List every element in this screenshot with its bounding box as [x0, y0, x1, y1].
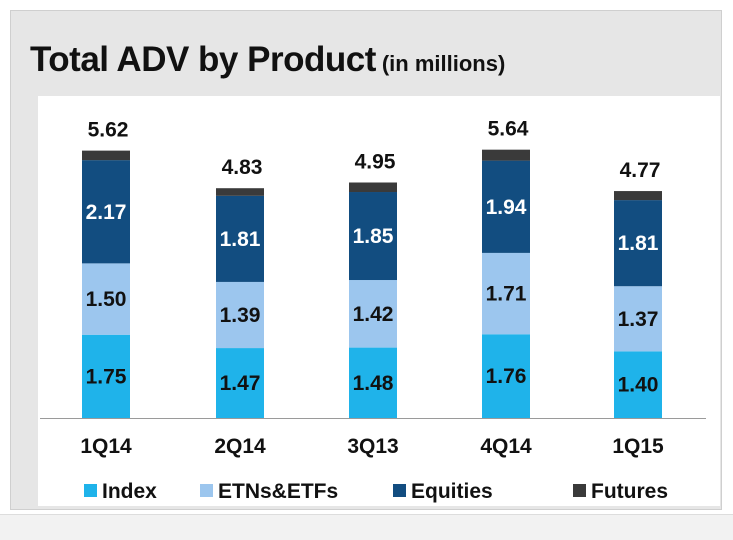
bar-2q14-etns-etfs — [216, 281, 264, 349]
bar-4q14-etns-etfs — [482, 252, 530, 335]
bar-1q14-futures — [82, 150, 130, 161]
legend-label-futures: Futures — [591, 480, 668, 503]
data-label-2q14-etns-etfs: 1.39 — [220, 304, 261, 327]
total-label-1q15: 4.77 — [620, 159, 661, 182]
data-label-1q14-index: 1.75 — [86, 365, 127, 388]
bar-2q14-futures — [216, 188, 264, 196]
data-label-1q15-etns-etfs: 1.37 — [618, 308, 659, 331]
data-label-1q14-equities: 2.17 — [86, 201, 127, 224]
category-label-1q15: 1Q15 — [612, 435, 664, 458]
bar-4q14-index — [482, 334, 530, 418]
chart-title: Total ADV by Product — [30, 40, 376, 79]
bar-1q15-etns-etfs — [614, 286, 662, 352]
data-label-1q14-etns-etfs: 1.50 — [86, 288, 127, 311]
chart-title-row: Total ADV by Product (in millions) — [30, 40, 505, 80]
total-label-4q14: 5.64 — [488, 118, 529, 141]
category-label-2q14: 2Q14 — [214, 435, 266, 458]
legend-swatch-futures — [573, 484, 586, 497]
data-label-3q13-etns-etfs: 1.42 — [353, 303, 394, 326]
bar-3q13-index — [349, 347, 397, 418]
data-label-3q13-index: 1.48 — [353, 372, 394, 395]
bar-4q14-futures — [482, 149, 530, 161]
data-label-1q15-index: 1.40 — [618, 374, 659, 397]
legend-swatch-equities — [393, 484, 406, 497]
data-label-4q14-etns-etfs: 1.71 — [486, 283, 527, 306]
legend-label-equities: Equities — [411, 480, 493, 503]
data-label-2q14-equities: 1.81 — [220, 228, 261, 251]
bar-3q13-etns-etfs — [349, 280, 397, 348]
data-label-2q14-index: 1.47 — [220, 372, 261, 395]
bar-3q13-futures — [349, 182, 397, 193]
bar-2q14-index — [216, 348, 264, 418]
bar-1q15-index — [614, 351, 662, 418]
category-label-1q14: 1Q14 — [80, 435, 132, 458]
bar-1q14-etns-etfs — [82, 263, 130, 335]
total-label-2q14: 4.83 — [222, 156, 263, 179]
data-label-3q13-equities: 1.85 — [353, 225, 394, 248]
category-label-3q13: 3Q13 — [347, 435, 398, 458]
legend-swatch-index — [84, 484, 97, 497]
legend-swatch-etns-etfs — [200, 484, 213, 497]
category-label-4q14: 4Q14 — [480, 435, 532, 458]
bar-4q14-equities — [482, 160, 530, 253]
legend-label-index: Index — [102, 480, 157, 503]
total-label-1q14: 5.62 — [88, 119, 129, 142]
bottom-strip — [0, 514, 733, 540]
bar-3q13-equities — [349, 192, 397, 281]
data-label-4q14-index: 1.76 — [486, 365, 527, 388]
bar-2q14-equities — [216, 195, 264, 282]
chart-subtitle: (in millions) — [381, 51, 506, 76]
bar-1q14-index — [82, 334, 130, 418]
legend-label-etns-etfs: ETNs&ETFs — [218, 480, 338, 503]
total-label-3q13: 4.95 — [355, 151, 396, 174]
bar-1q14-equities — [82, 160, 130, 264]
bar-1q15-equities — [614, 200, 662, 287]
data-label-1q15-equities: 1.81 — [618, 232, 659, 255]
bar-1q15-futures — [614, 191, 662, 201]
data-label-4q14-equities: 1.94 — [486, 196, 527, 219]
